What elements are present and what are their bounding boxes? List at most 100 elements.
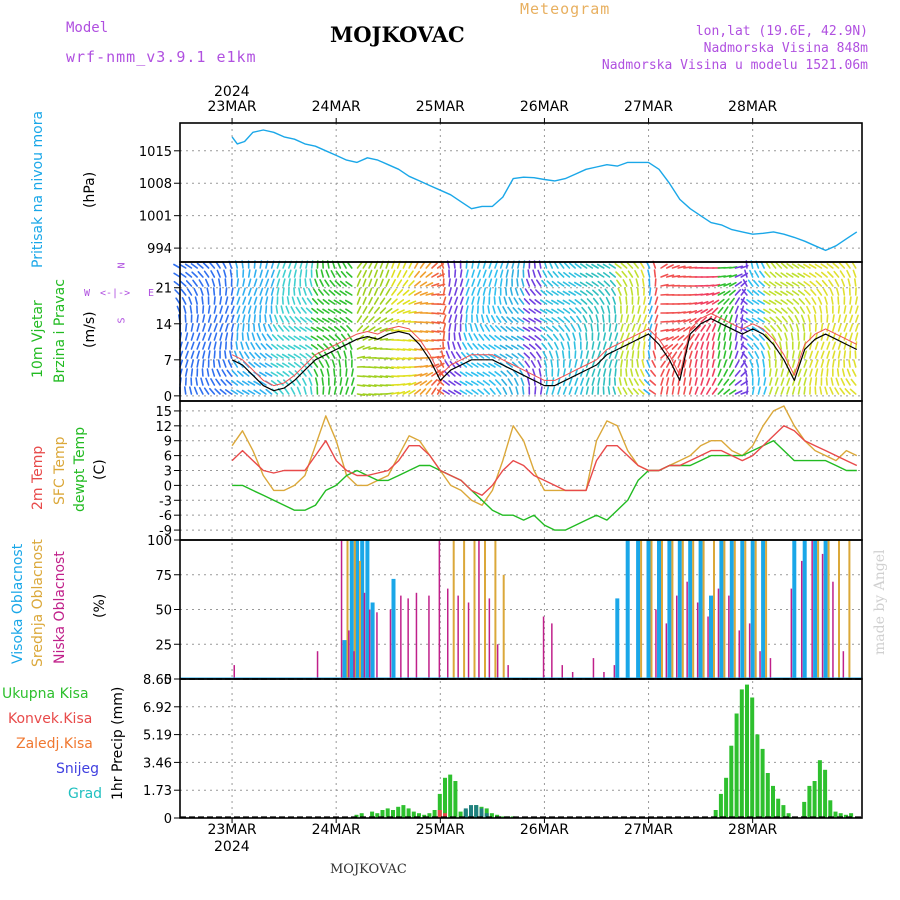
wind-arrow (482, 343, 491, 350)
wind-arrow (830, 296, 834, 305)
wind-arrow (293, 335, 302, 341)
wind-arrow (270, 269, 275, 278)
wind-arrow (515, 386, 519, 395)
wind-arrow (603, 280, 611, 287)
wind-arrow (330, 351, 336, 359)
wind-arrow (230, 287, 234, 296)
wind-arrow (637, 296, 640, 305)
wind-arrow (843, 314, 848, 323)
wind-arrow (625, 314, 630, 323)
mid-cloud-bar (817, 540, 820, 679)
wind-arrow (505, 326, 513, 332)
wind-arrow (651, 359, 657, 368)
precip-bar (385, 808, 390, 818)
wind-arrow (385, 366, 394, 370)
wind-arrow (562, 386, 567, 395)
wind-arrow (329, 279, 336, 287)
wind-arrow (774, 290, 783, 296)
wind-arrow (610, 288, 617, 296)
wind-arrow (506, 370, 513, 377)
wind-arrow (282, 278, 286, 287)
wind-arrow (832, 314, 835, 323)
wind-arrow (189, 305, 193, 314)
wind-arrow (791, 350, 795, 359)
wind-arrow (660, 360, 666, 368)
wind-arrow (499, 278, 503, 287)
wind-arrow (199, 287, 204, 296)
wind-arrow (528, 317, 536, 323)
wind-arrow (493, 344, 502, 350)
wind-arrow (368, 287, 373, 296)
wind-arrow (453, 389, 462, 395)
wind-arrow (574, 386, 579, 395)
wind-arrow (734, 369, 741, 377)
y-tick-label: -6 (159, 509, 172, 524)
wind-arrow (419, 261, 426, 269)
wind-arrow (431, 387, 437, 395)
wind-arrow (734, 281, 743, 287)
wind-arrow (631, 341, 636, 350)
wind-arrow (653, 341, 657, 350)
mid-cloud-bar (494, 540, 497, 679)
y-tick-label: 12 (155, 420, 172, 435)
wind-arrow (442, 314, 447, 323)
wind-arrow (734, 273, 743, 278)
wind-arrow (853, 359, 857, 368)
wind-arrow (516, 335, 525, 341)
high-cloud-bar (360, 540, 365, 679)
wind-arrow (247, 305, 252, 314)
wind-arrow (820, 332, 825, 341)
wind-arrow (809, 280, 817, 287)
wind-arrow (225, 332, 229, 341)
wind-arrow (325, 269, 330, 278)
wind-arrow (396, 357, 406, 361)
wind-arrow (413, 270, 421, 278)
wind-arrow (425, 330, 434, 334)
wind-arrow (391, 318, 400, 323)
wind-arrow (373, 278, 378, 287)
wind-arrow (483, 388, 491, 395)
low-cloud-ylabel: Niska Oblacnost (52, 551, 68, 664)
wind-arrow (546, 280, 554, 287)
wind-arrow (711, 387, 718, 395)
low-cloud-bar (801, 560, 803, 679)
wind-arrow (767, 350, 771, 359)
wind-arrow (545, 317, 554, 323)
wind-arrow (641, 278, 645, 287)
wind-arrow (711, 323, 717, 332)
wind-arrow (728, 332, 732, 341)
mid-cloud-bar (692, 540, 695, 679)
mid-cloud-bar (681, 540, 684, 679)
wind-arrow (814, 359, 819, 368)
wind-arrow (585, 341, 589, 350)
precip-bar (437, 793, 442, 818)
wind-arrow (465, 362, 473, 368)
wind-arrow (276, 344, 284, 350)
wind-arrow (852, 269, 857, 278)
wind-arrow (201, 296, 204, 305)
wind-arrow (551, 308, 559, 314)
wind-arrow (568, 307, 576, 314)
wind-arrow (333, 289, 342, 296)
wind-arrow (494, 334, 502, 341)
wind-arrow (184, 350, 189, 359)
wind-arrow (436, 389, 445, 395)
wind-arrow (488, 371, 496, 377)
wind-arrow (797, 350, 802, 359)
low-cloud-bar (571, 672, 574, 679)
precip-bar (458, 811, 463, 818)
wind-arrow (780, 359, 784, 368)
wind-arrow (320, 269, 324, 278)
wind-arrow (202, 262, 210, 269)
wind-arrow (193, 386, 198, 395)
mid-cloud-bar (661, 540, 663, 679)
wind-arrow (597, 332, 600, 341)
wind-arrow (242, 305, 246, 314)
wind-arrow (671, 335, 680, 341)
wind-arrow (556, 290, 565, 296)
wind-arrow (312, 288, 319, 296)
wind-arrow (757, 308, 765, 314)
wind-arrow (219, 314, 224, 323)
y-tick-label: 6 (164, 450, 172, 465)
wind-arrow (452, 341, 456, 350)
